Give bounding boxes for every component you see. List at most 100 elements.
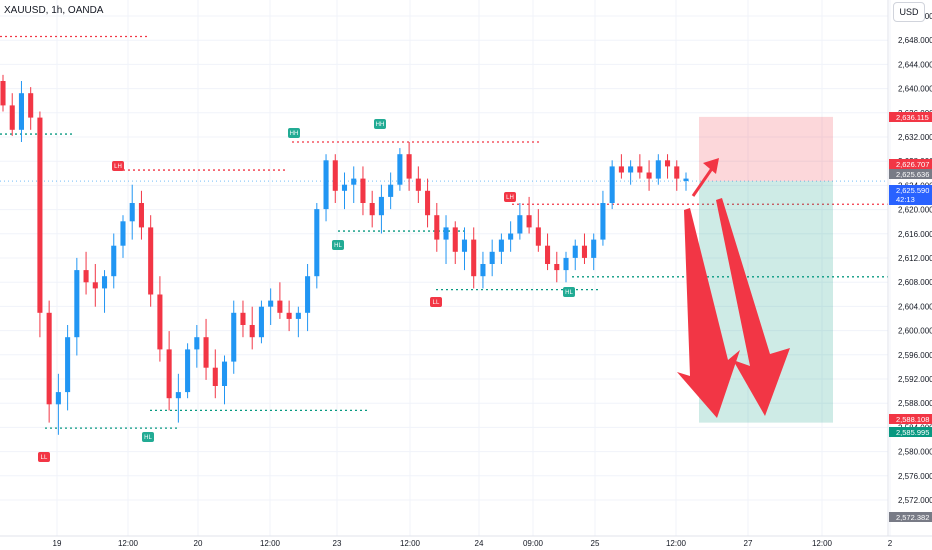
stop-loss-zone[interactable] xyxy=(699,116,833,182)
structure-tag[interactable]: LH xyxy=(112,161,124,171)
candle-body xyxy=(443,227,449,240)
price-axis-tag-label: 2,585.995 xyxy=(896,428,929,437)
price-axis-tag: 2,588.108 xyxy=(889,414,932,424)
candle xyxy=(378,184,384,234)
price-axis-tag-box xyxy=(889,169,932,179)
candle xyxy=(175,373,181,423)
date-tick-label: 12:00 xyxy=(260,539,281,548)
structure-tag[interactable]: HL xyxy=(563,287,575,297)
price-tick-label: 2,604.000 xyxy=(898,302,932,311)
time-axis[interactable]: 19 12:00 20 12:00 23 12:00 24 09:00 25 12:00 27 12:… xyxy=(53,539,893,548)
candle-body xyxy=(609,166,615,203)
candle-body xyxy=(489,251,495,264)
candle xyxy=(240,300,246,338)
price-axis-tag-label: 2,636.115 xyxy=(896,113,929,122)
structure-tag-box xyxy=(332,240,344,250)
date-tick-label: 12:00 xyxy=(666,539,687,548)
structure-tag-label: HH xyxy=(376,122,385,128)
structure-tag[interactable]: LL xyxy=(430,297,442,307)
candle xyxy=(480,251,486,289)
candle-body xyxy=(258,306,264,338)
price-axis-tag-label: 2,626.707 xyxy=(896,160,929,169)
candle xyxy=(563,251,569,283)
price-tick-label: 2,572.000 xyxy=(898,496,932,505)
structure-tag[interactable]: LL xyxy=(38,452,50,462)
candle-body xyxy=(388,184,394,197)
candle-body xyxy=(378,196,384,216)
candle-body xyxy=(618,166,624,173)
candle xyxy=(628,160,634,185)
candlestick-series xyxy=(0,74,689,435)
candle xyxy=(526,196,532,234)
candle xyxy=(581,233,588,264)
currency-button[interactable]: USD xyxy=(893,2,925,22)
structure-tag[interactable]: HL xyxy=(332,240,344,250)
candle-body xyxy=(572,245,578,258)
candle xyxy=(212,349,218,399)
structure-tag[interactable]: HH xyxy=(374,119,386,129)
candle xyxy=(314,203,320,289)
structure-tag-label: HL xyxy=(334,243,342,249)
candle xyxy=(655,154,661,185)
candle-body xyxy=(175,392,181,399)
candle-body xyxy=(434,215,440,240)
candle-body xyxy=(563,257,569,271)
structure-levels xyxy=(0,35,888,429)
structure-tags: LL HL LH HH HH HL LL LH HL xyxy=(38,119,575,462)
down-arrow-drawing[interactable] xyxy=(677,208,740,418)
candle xyxy=(609,160,615,210)
date-tick-label: 27 xyxy=(744,539,753,548)
price-tick-label: 2,640.000 xyxy=(898,85,932,94)
candle-body xyxy=(600,203,606,240)
price-tick-label: 2,596.000 xyxy=(898,351,932,360)
candle xyxy=(397,148,403,191)
bar-countdown-label: 42:13 xyxy=(896,195,915,204)
candle xyxy=(46,300,52,423)
price-tick-label: 2,588.000 xyxy=(898,399,932,408)
candle-body xyxy=(637,166,643,173)
down-arrow-drawing[interactable] xyxy=(716,198,790,416)
candle-body xyxy=(471,239,477,277)
up-arrow-drawing[interactable] xyxy=(691,166,715,197)
structure-tag[interactable]: LH xyxy=(504,192,516,202)
up-arrow-head[interactable] xyxy=(703,158,719,174)
candle-body xyxy=(628,166,634,173)
candle xyxy=(157,276,163,362)
price-axis-tag: 2,585.995 xyxy=(889,427,932,437)
candle xyxy=(351,166,357,203)
candle xyxy=(508,221,514,252)
candle-body xyxy=(83,270,89,283)
price-tick-label: 2,644.000 xyxy=(898,60,932,69)
price-tick-label: 2,580.000 xyxy=(898,448,932,457)
structure-tag[interactable]: HL xyxy=(142,432,154,442)
candle xyxy=(406,142,412,191)
candle-body xyxy=(480,264,486,277)
candle-body xyxy=(249,325,255,338)
candle xyxy=(74,257,80,356)
candle xyxy=(166,331,172,411)
candle xyxy=(332,154,338,203)
price-tick-label: 2,616.000 xyxy=(898,230,932,239)
candle-body xyxy=(683,178,689,182)
structure-tag[interactable]: HH xyxy=(288,128,300,138)
candle-body xyxy=(166,349,172,399)
candle-body xyxy=(674,166,680,179)
candle xyxy=(9,93,15,136)
candle xyxy=(665,154,671,179)
price-tick-label: 2,620.000 xyxy=(898,206,932,215)
price-axis-tag-box xyxy=(889,427,932,437)
candle xyxy=(148,215,154,307)
candle-body xyxy=(351,178,357,185)
structure-tag-box xyxy=(288,128,300,138)
candle-body xyxy=(286,312,292,319)
candle xyxy=(286,300,292,332)
candle xyxy=(249,306,255,350)
candle-body xyxy=(55,392,61,405)
candle xyxy=(572,239,578,271)
structure-tag-label: LH xyxy=(506,195,514,201)
price-axis-tag-label: 2,625.636 xyxy=(896,170,929,179)
candle xyxy=(185,343,191,399)
candle xyxy=(360,166,366,216)
